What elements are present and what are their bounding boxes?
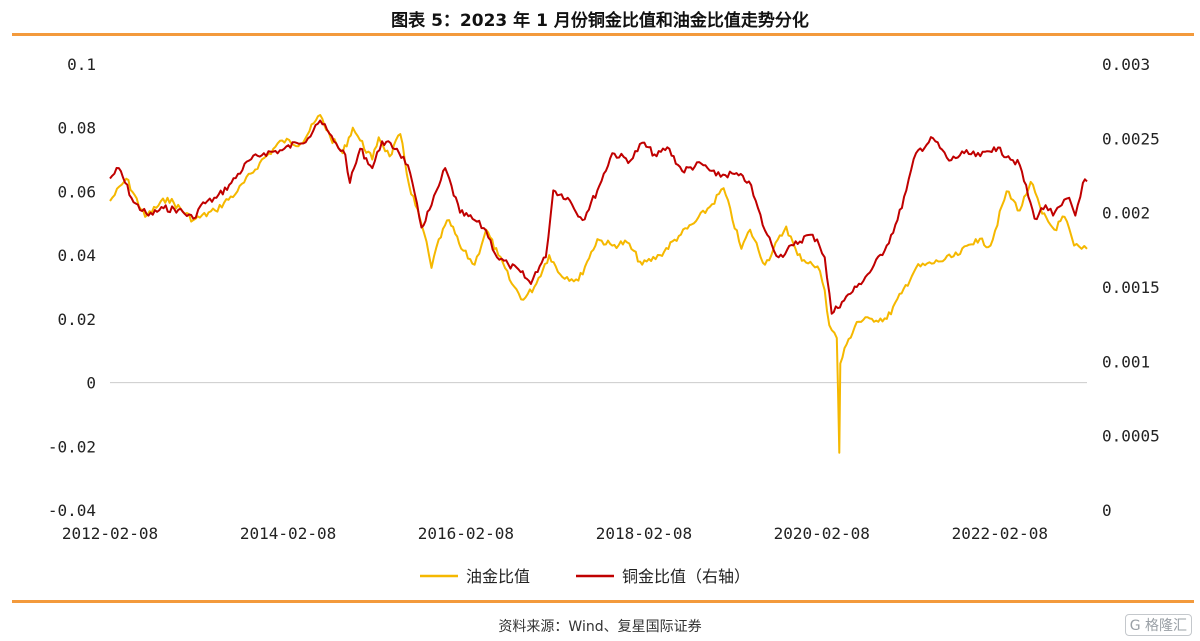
- x-tick-label: 2014-02-08: [240, 524, 336, 543]
- left-axis-labels: -0.04 -0.02 0 0.02 0.04 0.06 0.08 0.1: [48, 55, 96, 520]
- left-tick-label: 0.08: [57, 119, 96, 138]
- x-tick-label: 2020-02-08: [774, 524, 870, 543]
- left-tick-label: 0.04: [57, 246, 96, 265]
- x-tick-label: 2018-02-08: [596, 524, 692, 543]
- series-lines: [109, 114, 1088, 454]
- watermark-logo: G 格隆汇: [1124, 614, 1192, 636]
- chart-title: 图表 5：2023 年 1 月份铜金比值和油金比值走势分化: [391, 11, 809, 31]
- right-tick-label: 0.0025: [1102, 129, 1160, 148]
- left-tick-label: 0.1: [67, 55, 96, 74]
- x-axis-labels: 2012-02-08 2014-02-08 2016-02-08 2018-02-08…: [62, 524, 1048, 543]
- bottom-divider: [12, 600, 1194, 603]
- left-tick-label: -0.02: [48, 437, 96, 456]
- left-tick-label: -0.04: [48, 501, 96, 520]
- right-tick-label: 0.0015: [1102, 278, 1160, 297]
- right-tick-label: 0: [1102, 501, 1112, 520]
- right-tick-label: 0.002: [1102, 204, 1150, 223]
- right-tick-label: 0.001: [1102, 352, 1150, 371]
- copper-gold-ratio-line: [109, 119, 1088, 315]
- legend: 油金比值 铜金比值（右轴）: [420, 567, 750, 586]
- right-axis-labels: 0 0.0005 0.001 0.0015 0.002 0.0025 0.003: [1102, 55, 1160, 520]
- left-tick-label: 0: [86, 374, 96, 393]
- left-tick-label: 0.06: [57, 182, 96, 201]
- legend-label: 铜金比值（右轴）: [622, 567, 750, 586]
- source-note: 资料来源：Wind、复星国际证券: [498, 619, 702, 635]
- right-tick-label: 0.003: [1102, 55, 1150, 74]
- left-tick-label: 0.02: [57, 310, 96, 329]
- x-tick-label: 2016-02-08: [418, 524, 514, 543]
- oil-gold-ratio-line: [109, 114, 1088, 454]
- x-tick-label: 2012-02-08: [62, 524, 158, 543]
- line-chart: -0.04 -0.02 0 0.02 0.04 0.06 0.08 0.1 0 0.0005 0.…: [48, 55, 1160, 586]
- x-tick-label: 2022-02-08: [952, 524, 1048, 543]
- legend-label: 油金比值: [466, 567, 530, 586]
- right-tick-label: 0.0005: [1102, 427, 1160, 446]
- top-divider: [12, 33, 1194, 36]
